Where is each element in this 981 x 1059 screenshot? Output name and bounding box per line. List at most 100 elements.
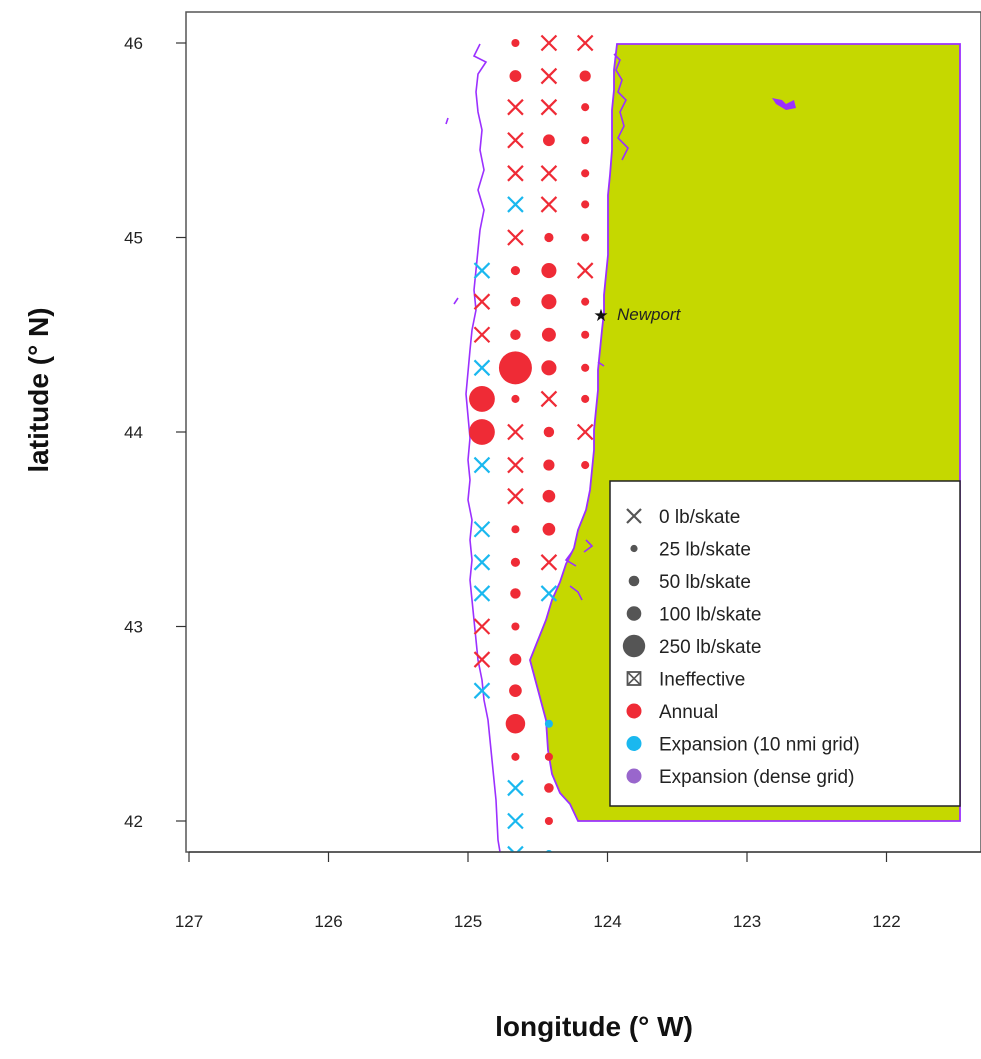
legend-label-2: 50 lb/skate [659, 572, 751, 593]
station-catch-22 [541, 263, 557, 279]
station-catch-46 [543, 459, 555, 471]
legend-item-0: 0 lb/skate [626, 507, 740, 528]
station-zero-14 [507, 165, 524, 182]
legend-item-6: Annual [626, 702, 718, 723]
station-catch-67 [505, 713, 526, 734]
survey-boundary [465, 43, 501, 852]
station-zero-13 [540, 165, 558, 182]
station-zero-20 [507, 229, 524, 246]
station-catch-42 [543, 426, 555, 438]
station-catch-40 [469, 386, 495, 412]
legend-label-8: Expansion (dense grid) [659, 767, 854, 788]
survey-stations [469, 34, 594, 852]
x-tick-label-125: 125 [454, 912, 482, 931]
station-catch-23 [510, 265, 521, 276]
station-catch-29 [581, 330, 590, 339]
y-tick-label-42: 42 [124, 812, 143, 831]
inland-lake [772, 98, 796, 110]
station-catch-62 [509, 653, 522, 666]
station-zero-65 [473, 682, 491, 699]
station-zero-54 [540, 554, 558, 571]
legend-item-5: Ineffective [626, 670, 745, 691]
station-zero-28 [473, 293, 491, 310]
station-catch-44 [469, 419, 495, 445]
x-tick-label-127: 127 [175, 912, 203, 931]
station-catch-64 [509, 684, 522, 698]
station-catch-26 [541, 294, 557, 310]
legend-label-3: 100 lb/skate [659, 605, 761, 626]
station-catch-68 [544, 752, 553, 761]
legend-box [609, 480, 961, 807]
station-zero-75 [507, 845, 524, 852]
x-tick-label-123: 123 [733, 912, 761, 931]
station-catch-18 [581, 233, 590, 242]
station-zero-0 [576, 34, 594, 52]
legend-label-4: 250 lb/skate [659, 637, 761, 658]
x-axis: 127 126 125 124 123 122 [175, 851, 981, 931]
legend-label-5: Ineffective [659, 670, 745, 691]
x-tick-label-126: 126 [314, 912, 342, 931]
station-catch-15 [581, 200, 590, 209]
station-catch-35 [498, 351, 532, 385]
station-catch-31 [510, 329, 521, 340]
station-zero-17 [507, 196, 524, 213]
legend-item-1: 25 lb/skate [630, 540, 751, 561]
y-tick-label-43: 43 [124, 618, 143, 637]
city-label-newport: Newport [617, 305, 682, 324]
x-axis-title: longitude (° W) [495, 1011, 693, 1042]
coastline-detail [564, 53, 629, 601]
station-catch-2 [511, 38, 520, 48]
station-zero-7 [540, 98, 558, 116]
boundary-island [445, 117, 459, 305]
station-zero-71 [507, 779, 524, 797]
legend-item-3: 100 lb/skate [626, 605, 761, 626]
station-catch-30 [541, 327, 556, 342]
legend-item-7: Expansion (10 nmi grid) [626, 735, 860, 756]
y-axis-title: latitude (° N) [23, 307, 54, 472]
station-catch-60 [511, 622, 520, 631]
legend-item-4: 250 lb/skate [622, 634, 761, 658]
station-catch-27 [510, 296, 521, 307]
station-catch-45 [581, 461, 590, 470]
legend-label-0: 0 lb/skate [659, 507, 740, 528]
legend-label-1: 25 lb/skate [659, 540, 751, 561]
station-zero-41 [576, 423, 594, 441]
station-zero-32 [473, 326, 491, 344]
station-catch-49 [542, 489, 556, 503]
station-catch-5 [509, 70, 522, 82]
y-tick-label-46: 46 [124, 34, 143, 53]
legend-item-2: 50 lb/skate [628, 572, 751, 593]
station-zero-73 [507, 812, 524, 830]
station-zero-61 [473, 618, 491, 635]
station-catch-72 [544, 816, 553, 826]
station-catch-10 [543, 134, 555, 147]
station-zero-57 [540, 585, 558, 602]
station-catch-74 [545, 850, 553, 852]
station-catch-9 [581, 136, 590, 145]
station-zero-21 [576, 262, 594, 279]
station-catch-6 [581, 103, 590, 112]
station-catch-12 [581, 169, 590, 178]
station-catch-58 [510, 588, 521, 599]
station-catch-55 [510, 557, 521, 567]
station-catch-34 [541, 360, 557, 376]
station-catch-69 [511, 752, 520, 761]
station-catch-33 [581, 363, 590, 372]
station-catch-70 [544, 783, 554, 793]
x-tick-label-124: 124 [593, 912, 621, 931]
station-zero-47 [507, 456, 524, 474]
station-catch-52 [511, 525, 520, 534]
station-catch-66 [544, 719, 553, 728]
y-tick-label-44: 44 [124, 423, 143, 442]
station-catch-3 [579, 70, 591, 82]
station-catch-39 [511, 394, 520, 403]
station-zero-24 [473, 262, 491, 279]
station-zero-53 [473, 520, 491, 538]
station-zero-56 [473, 554, 491, 571]
station-zero-48 [473, 456, 491, 474]
y-axis: 42 43 44 45 46 [124, 34, 186, 831]
station-zero-63 [473, 651, 491, 668]
legend-item-8: Expansion (dense grid) [626, 767, 854, 788]
station-zero-50 [507, 487, 524, 505]
